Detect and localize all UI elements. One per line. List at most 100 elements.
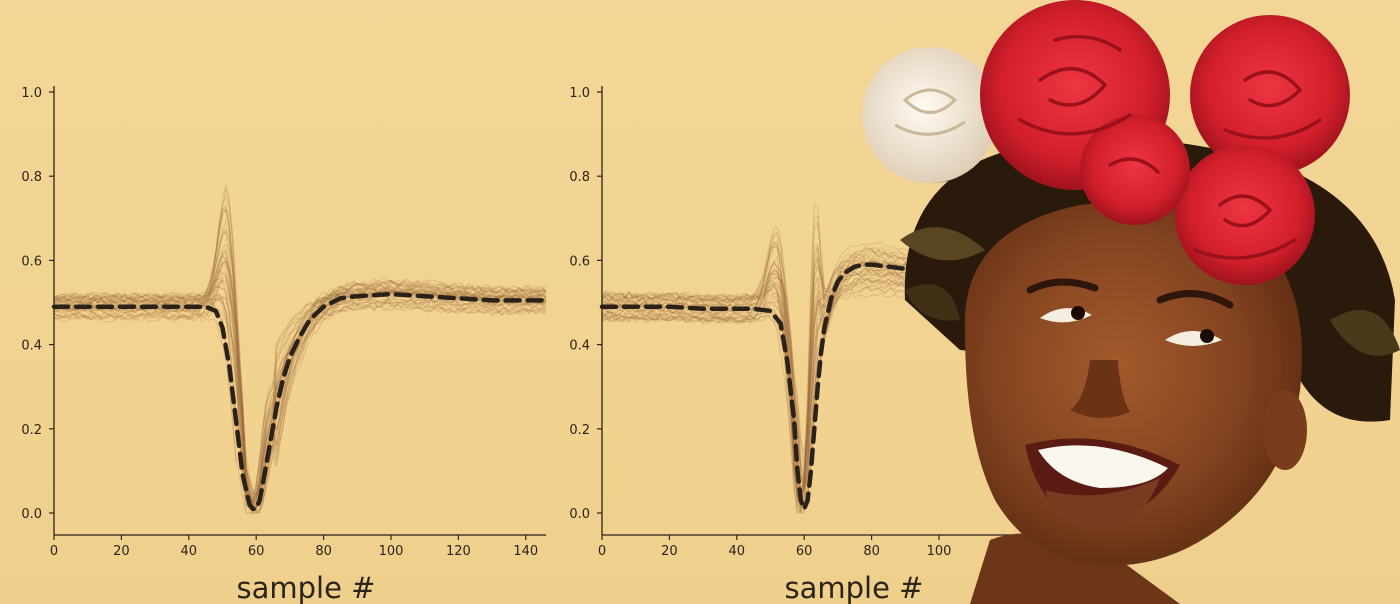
- waveform-traces: [53, 185, 547, 514]
- y-tick-label: 0.4: [569, 339, 590, 354]
- mean-waveform-line: [599, 262, 922, 512]
- waveform-trace: [53, 294, 547, 514]
- waveform-trace: [601, 232, 919, 513]
- waveform-trace: [601, 247, 919, 477]
- waveform-trace: [53, 194, 547, 500]
- mean-waveform-group: [51, 291, 549, 512]
- waveform-trace: [53, 278, 547, 503]
- rose-petal-swirls: [1018, 34, 1322, 260]
- pupil-right: [1200, 329, 1214, 343]
- waveform-trace: [53, 253, 547, 509]
- x-tick-label: 60: [248, 544, 265, 559]
- y-tick-label: 1.0: [21, 86, 42, 101]
- red-rose: [1080, 115, 1190, 225]
- waveform-trace: [53, 247, 547, 508]
- waveform-trace: [601, 277, 919, 492]
- lower-lip: [1045, 478, 1160, 530]
- white-rose: [862, 47, 998, 183]
- x-tick-label: 60: [796, 544, 813, 559]
- y-tick-label: 0.6: [21, 254, 42, 269]
- nose: [1070, 360, 1130, 419]
- red-rose: [1175, 145, 1315, 285]
- waveform-trace: [53, 230, 547, 510]
- chart-axes: 0.0 0.2 0.4 0.6 0.8 1.0 0 20 40 60 80 100 120 140: [21, 86, 546, 559]
- waveform-trace: [53, 261, 547, 507]
- x-tick-label: 40: [729, 544, 746, 559]
- waveform-trace: [601, 272, 920, 512]
- leaf: [905, 284, 960, 321]
- red-rose: [1190, 15, 1350, 175]
- waveform-trace: [601, 246, 919, 501]
- y-tick-label: 0.0: [21, 507, 42, 522]
- x-tick-label: 140: [513, 544, 538, 559]
- waveform-trace: [601, 251, 920, 461]
- waveform-trace: [53, 301, 547, 514]
- waveform-trace: [601, 204, 919, 514]
- neck: [970, 533, 1180, 604]
- waveform-trace: [53, 272, 547, 514]
- waveform-trace: [53, 287, 547, 507]
- waveform-trace: [601, 214, 920, 515]
- y-tick-label: 0.0: [569, 507, 590, 522]
- x-tick-label: 20: [661, 544, 678, 559]
- x-tick-label: 40: [181, 544, 198, 559]
- waveform-trace: [53, 278, 547, 501]
- waveform-trace: [601, 240, 920, 504]
- x-tick-label: 0: [598, 544, 606, 559]
- x-tick-label: 0: [50, 544, 58, 559]
- waveform-trace: [601, 273, 920, 488]
- y-tick-label: 0.4: [21, 339, 42, 354]
- teeth: [1038, 445, 1168, 488]
- waveform-trace: [601, 226, 920, 485]
- waveform-trace: [601, 274, 920, 510]
- waveform-trace: [53, 218, 547, 505]
- waveform-trace: [601, 241, 920, 490]
- waveform-trace: [53, 208, 547, 503]
- waveform-trace: [601, 257, 920, 500]
- ear: [1263, 390, 1307, 470]
- x-axis-title: sample #: [237, 571, 376, 604]
- eyebrow-right: [1156, 290, 1234, 309]
- waveform-trace: [53, 258, 547, 513]
- waveform-trace: [53, 252, 547, 505]
- pupil-left: [1071, 306, 1085, 320]
- portrait-photo: [862, 0, 1400, 604]
- waveform-trace: [53, 206, 547, 495]
- waveform-trace: [601, 269, 919, 492]
- y-tick-label: 0.8: [569, 170, 590, 185]
- waveform-trace: [53, 227, 547, 498]
- y-tick-label: 0.2: [569, 423, 590, 438]
- waveform-trace: [53, 243, 547, 502]
- leaf: [900, 227, 985, 261]
- waveform-chart-left: 0.0 0.2 0.4 0.6 0.8 1.0 0 20 40 60 80 100 120 140 sam…: [21, 86, 549, 604]
- x-tick-label: 100: [379, 544, 404, 559]
- x-tick-label: 80: [863, 544, 880, 559]
- waveform-trace: [601, 268, 920, 509]
- waveform-trace: [53, 274, 547, 514]
- chart-axes: 0.0 0.2 0.4 0.6 0.8 1.0 0 20 40 60 80 100: [569, 86, 1094, 559]
- eyebrow-left: [1026, 278, 1099, 294]
- x-tick-label: 20: [113, 544, 130, 559]
- waveform-trace: [601, 263, 920, 512]
- waveform-trace: [53, 286, 547, 507]
- waveform-trace: [601, 276, 919, 508]
- y-tick-label: 0.8: [21, 170, 42, 185]
- waveform-trace: [601, 266, 919, 472]
- waveform-trace: [53, 295, 547, 514]
- waveform-trace: [53, 269, 547, 502]
- x-tick-label: 80: [315, 544, 332, 559]
- x-tick-label: 100: [927, 544, 952, 559]
- y-tick-label: 0.6: [569, 254, 590, 269]
- waveform-trace: [53, 290, 547, 503]
- waveform-trace: [601, 243, 920, 515]
- mean-waveform-group: [599, 262, 922, 512]
- waveform-trace: [53, 283, 547, 507]
- waveform-trace: [53, 304, 547, 514]
- x-axis-title: sample #: [785, 571, 924, 604]
- waveform-traces: [601, 204, 920, 515]
- y-tick-label: 1.0: [569, 86, 590, 101]
- waveform-trace: [601, 258, 919, 507]
- y-tick-label: 0.2: [21, 423, 42, 438]
- waveform-trace: [601, 285, 920, 508]
